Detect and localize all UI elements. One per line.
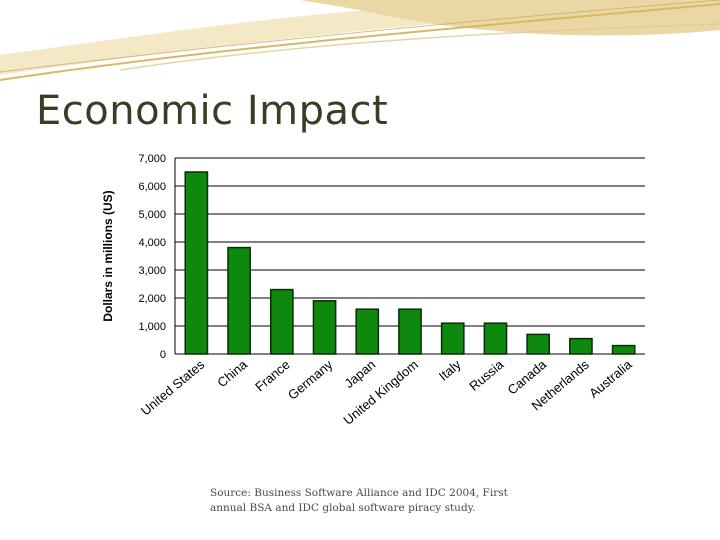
bar bbox=[184, 171, 209, 355]
slide-title: Economic Impact bbox=[36, 88, 389, 134]
bar bbox=[269, 288, 294, 355]
bar bbox=[611, 344, 636, 355]
x-tick-label: Germany bbox=[285, 356, 336, 402]
x-tick-label: United States bbox=[138, 356, 208, 418]
y-tick-label: 4,000 bbox=[138, 237, 166, 249]
bar-chart: 0 1,000 2,000 3,000 4,000 5,000 6,000 7,000 Doll… bbox=[101, 153, 645, 428]
bar bbox=[398, 308, 422, 355]
y-tick-label: 7,000 bbox=[138, 153, 166, 165]
x-tick-label: Italy bbox=[436, 356, 464, 383]
bar bbox=[312, 300, 337, 355]
bar bbox=[569, 337, 593, 355]
source-note: Source: Business Software Alliance and I… bbox=[210, 487, 508, 514]
y-tick-label: 6,000 bbox=[138, 181, 166, 193]
x-tick-label: China bbox=[214, 356, 250, 390]
x-tick-label: Japan bbox=[341, 357, 378, 391]
y-tick-label: 2,000 bbox=[138, 293, 166, 305]
x-tick-label: United Kingdom bbox=[340, 357, 421, 428]
y-tick-label: 5,000 bbox=[138, 209, 166, 221]
y-tick-label: 0 bbox=[160, 349, 166, 361]
bar bbox=[227, 246, 251, 355]
x-tick-label: Australia bbox=[586, 356, 635, 400]
y-axis-label: Dollars in millions (US) bbox=[101, 190, 115, 321]
y-tick-label: 1,000 bbox=[138, 321, 166, 333]
bar bbox=[440, 322, 465, 355]
bar bbox=[526, 333, 551, 355]
bar bbox=[355, 308, 380, 355]
y-tick-label: 3,000 bbox=[138, 265, 166, 277]
bar bbox=[483, 322, 508, 355]
title-decoration-swoosh bbox=[0, 0, 720, 81]
x-tick-label: Russia bbox=[466, 356, 507, 394]
